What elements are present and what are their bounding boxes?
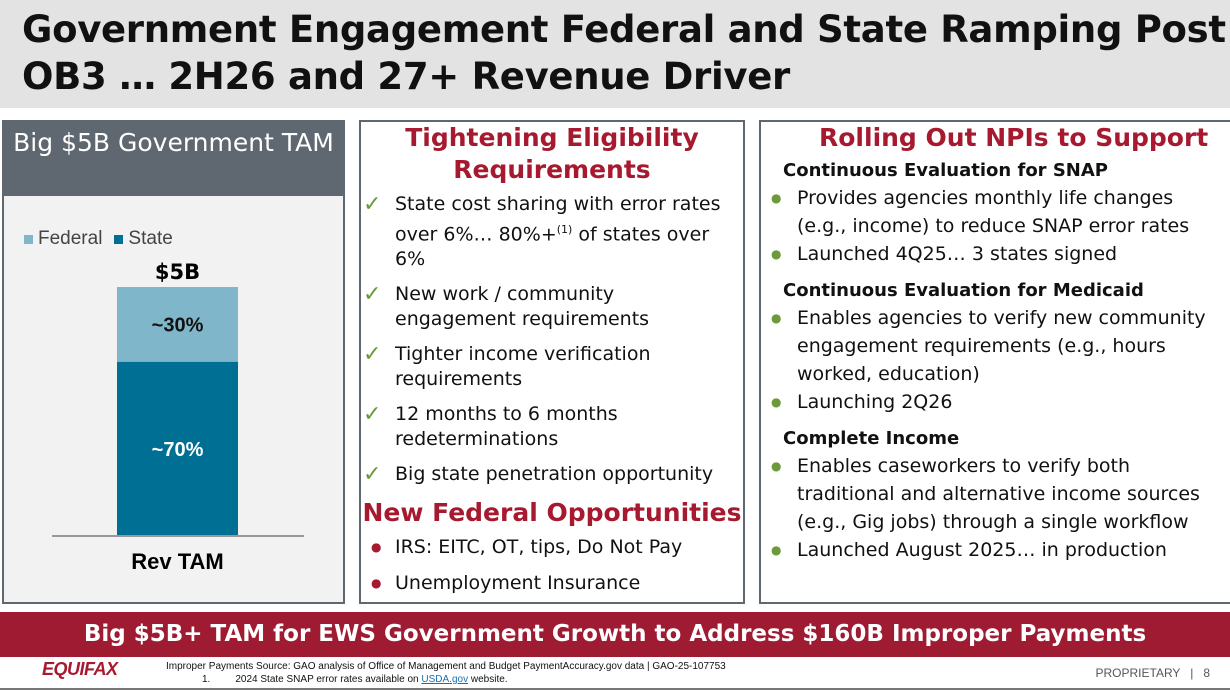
npi-item: ● Launched 4Q25… 3 states signed (761, 240, 1221, 268)
npi-item: ● Enables agencies to verify new communit… (761, 304, 1221, 388)
bullet-icon: ● (771, 395, 782, 409)
legend-federal-label: Federal (38, 228, 103, 249)
footer: EQUIFAX Improper Payments Source: GAO an… (0, 657, 1230, 690)
check-item: ✓ 12 months to 6 months redeterminations (361, 402, 737, 452)
bullet-icon: ● (771, 247, 782, 261)
footnote-end: website. (468, 674, 508, 685)
npi-item: ● Enables caseworkers to verify both trad… (761, 452, 1221, 536)
bullet-icon: ● (371, 540, 382, 555)
npi-text: Enables caseworkers to verify both tradi… (797, 455, 1200, 533)
source-note: Improper Payments Source: GAO analysis o… (166, 660, 726, 686)
x-tick-label: Rev TAM (131, 549, 224, 574)
footnote-number: 1. (202, 674, 211, 685)
npi-item: ● Launching 2Q26 (761, 388, 1221, 416)
footnote-ref: (1) (556, 223, 573, 236)
total-label: $5B (155, 260, 200, 284)
npi-bullets: ● Enables agencies to verify new communit… (761, 304, 1230, 416)
legend-federal: Federal (24, 228, 102, 250)
bullet-icon: ● (771, 311, 782, 325)
npi-text: Provides agencies monthly life changes (… (797, 187, 1190, 237)
check-item: ✓ Tighter income verification requirement… (361, 342, 737, 392)
checkmark-icon: ✓ (363, 462, 382, 488)
federal-title: New Federal Opportunities (362, 498, 742, 528)
npi-heading: Continuous Evaluation for Medicaid (783, 280, 1144, 301)
title-line-2: OB3 … 2H26 and 27+ Revenue Driver (22, 55, 790, 98)
check-list: ✓ State cost sharing with error rates ove… (361, 192, 743, 487)
data-label-state: ~70% (152, 439, 204, 461)
legend-state-label: State (128, 228, 173, 249)
check-text-cont: of states over 6% (395, 223, 710, 271)
bullet-icon: ● (371, 576, 382, 591)
npi-section: Complete Income ● Enables caseworkers to v… (761, 426, 1230, 564)
legend-state: State (114, 228, 173, 250)
checkmark-icon: ✓ (363, 342, 382, 368)
check-item: ✓ New work / community engagement require… (361, 282, 737, 332)
npi-item: ● Provides agencies monthly life changes … (761, 184, 1221, 240)
tam-panel: Big $5B Government TAM Federal State ~70… (2, 120, 345, 604)
npi-text: Launched 4Q25… 3 states signed (797, 243, 1118, 265)
federal-text: Unemployment Insurance (395, 572, 641, 595)
npi-item: ● Launched August 2025… in production (761, 536, 1221, 564)
npi-sections: Continuous Evaluation for SNAP ● Provides … (761, 158, 1230, 564)
title-bar: Government Engagement Federal and State … (0, 0, 1230, 108)
npi-heading: Continuous Evaluation for SNAP (783, 160, 1108, 181)
npi-text: Launched August 2025… in production (797, 539, 1167, 561)
check-item: ✓ Big state penetration opportunity (361, 462, 737, 487)
npi-title: Rolling Out NPIs to Support (819, 123, 1209, 152)
bar-federal (117, 287, 238, 362)
check-item: ✓ State cost sharing with error rates ove… (361, 192, 737, 272)
checkmark-icon: ✓ (363, 192, 382, 217)
bullet-icon: ● (771, 543, 782, 557)
equifax-logo: EQUIFAX (42, 659, 118, 679)
npi-heading: Complete Income (783, 428, 960, 449)
check-text: 12 months to 6 months redeterminations (395, 403, 618, 451)
check-text: Big state penetration opportunity (395, 463, 714, 486)
tam-panel-header: Big $5B Government TAM (4, 122, 343, 196)
npi-text: Enables agencies to verify new community… (797, 307, 1206, 385)
eligibility-title: Tightening Eligibility Requirements (405, 123, 699, 184)
npi-text: Launching 2Q26 (797, 391, 953, 413)
footnote-text: 2024 State SNAP error rates available on (235, 674, 422, 685)
npi-bullets: ● Provides agencies monthly life changes … (761, 184, 1230, 268)
federal-item: ● IRS: EITC, OT, tips, Do Not Pay (361, 533, 743, 561)
source-text: Improper Payments Source: GAO analysis o… (166, 661, 726, 672)
check-text: State cost sharing with error rates over… (395, 193, 721, 246)
npi-panel: Rolling Out NPIs to Support Continuous E… (759, 120, 1230, 604)
check-text: New work / community engagement requirem… (395, 283, 650, 331)
chart-legend: Federal State (24, 228, 173, 250)
proprietary-page: PROPRIETARY | 8 (1095, 666, 1211, 680)
federal-item: ● Unemployment Insurance (361, 569, 743, 597)
federal-text: IRS: EITC, OT, tips, Do Not Pay (395, 536, 683, 559)
title-line-1: Government Engagement Federal and State … (22, 8, 1226, 51)
checkmark-icon: ✓ (363, 282, 382, 308)
bar-state (117, 361, 238, 536)
checkmark-icon: ✓ (363, 402, 382, 428)
bullet-icon: ● (771, 191, 782, 205)
page-title: Government Engagement Federal and State … (22, 6, 1226, 100)
summary-banner: Big $5B+ TAM for EWS Government Growth t… (0, 612, 1230, 657)
usda-link[interactable]: USDA.gov (421, 674, 469, 685)
bullet-icon: ● (771, 459, 782, 473)
federal-list: ● IRS: EITC, OT, tips, Do Not Pay ● Unemplo… (361, 533, 743, 597)
eligibility-panel: Tightening Eligibility Requirements ✓ Sta… (359, 120, 745, 604)
check-text: Tighter income verification requirements (395, 343, 651, 391)
data-label-federal: ~30% (152, 314, 204, 336)
npi-bullets: ● Enables caseworkers to verify both trad… (761, 452, 1230, 564)
npi-section: Continuous Evaluation for SNAP ● Provides … (761, 158, 1230, 268)
tam-chart: ~70% ~30% $5B Rev TAM (52, 260, 304, 574)
npi-section: Continuous Evaluation for Medicaid ● Enabl… (761, 278, 1230, 416)
